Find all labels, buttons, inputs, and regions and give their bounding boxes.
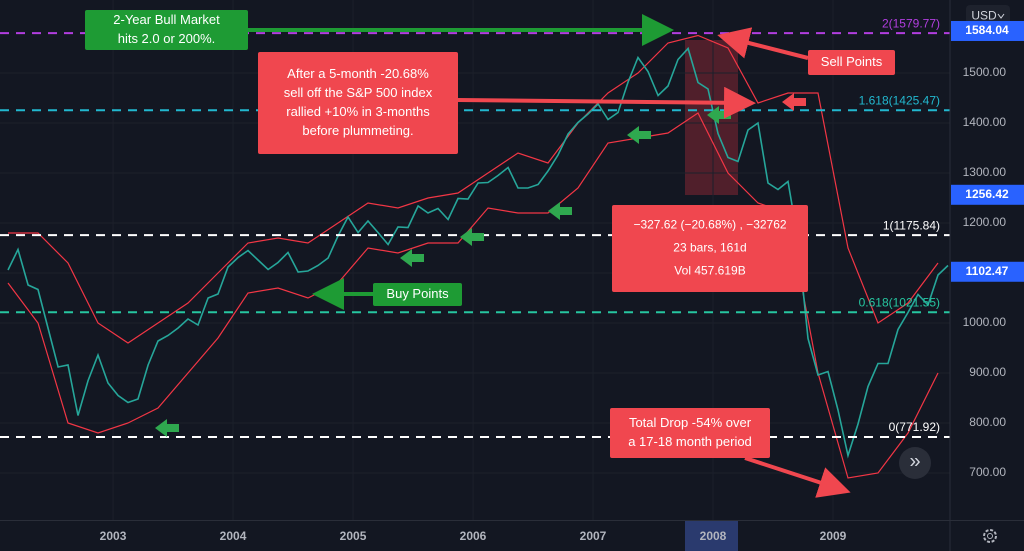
- axis-highlight: [685, 521, 738, 551]
- annotation-text: rallied +10% in 3-months: [286, 104, 430, 119]
- overlay: 2(1579.77) 1.618(1425.47) 1(1175.84) 0.618(…: [0, 10, 950, 498]
- level-label: 0(771.92): [889, 420, 940, 434]
- price-line: [7, 46, 949, 459]
- annotation-arrow: [457, 86, 756, 119]
- point-arrow: [400, 249, 424, 267]
- annotation-box: [85, 10, 248, 50]
- x-tick-label: 2007: [580, 529, 607, 543]
- price-tag: [951, 261, 1024, 282]
- x-tick-label: 2009: [820, 529, 847, 543]
- point-arrow: [155, 419, 179, 437]
- annotation-text: 2-Year Bull Market: [113, 12, 220, 27]
- y-tick-label: 1500.00: [963, 65, 1007, 79]
- annotation-text: Buy Points: [386, 286, 449, 301]
- annotation-text: hits 2.0 or 200%.: [118, 31, 216, 46]
- level-label: 1(1175.84): [883, 218, 940, 232]
- y-tick-label: 1300.00: [963, 165, 1007, 179]
- y-tick-label: 700.00: [969, 465, 1006, 479]
- level-label: 0.618(1021.55): [859, 295, 940, 309]
- dropdown-icon[interactable]: [997, 13, 1005, 19]
- x-tick-label: 2008: [700, 529, 727, 543]
- y-tick-label: 1000.00: [963, 315, 1007, 329]
- level-label: 2(1579.77): [882, 16, 940, 30]
- annotation-box: [610, 408, 770, 458]
- level-label: 1.618(1425.47): [859, 93, 940, 107]
- annotation-text: After a 5-month -20.68%: [287, 66, 429, 81]
- settings-icon[interactable]: [983, 529, 997, 543]
- scroll-button[interactable]: [899, 447, 931, 479]
- y-tick-label: 1400.00: [963, 115, 1007, 129]
- annotation-text: Sell Points: [821, 54, 883, 69]
- price-tag-label: 1584.04: [965, 23, 1009, 37]
- annotation-text: Vol 457.619B: [674, 264, 745, 278]
- annotation-arrow: [717, 27, 809, 60]
- x-tick-label: 2003: [100, 529, 127, 543]
- annotation-text: 23 bars, 161d: [673, 241, 746, 255]
- grid: [0, 0, 950, 520]
- point-arrow: [460, 228, 484, 246]
- x-tick-label: 2005: [340, 529, 367, 543]
- point-arrow: [548, 202, 572, 220]
- x-tick-label: 2004: [220, 529, 247, 543]
- annotation-text: a 17-18 month period: [628, 434, 752, 449]
- price-tag-label: 1102.47: [966, 264, 1009, 278]
- annotation-arrow: [744, 456, 851, 498]
- price-tag: [951, 184, 1024, 205]
- annotation-box: [612, 205, 808, 292]
- price-tag: [951, 20, 1024, 41]
- point-arrow: [707, 106, 731, 124]
- annotation-box: [258, 52, 458, 154]
- y-tick-label: 800.00: [969, 415, 1006, 429]
- band-line: [8, 34, 939, 344]
- x-tick-label: 2006: [460, 529, 487, 543]
- y-tick-label: 900.00: [969, 365, 1006, 379]
- point-arrow: [782, 93, 806, 111]
- annotation-box: [373, 283, 462, 306]
- y-tick-label: 1200.00: [963, 215, 1007, 229]
- point-arrow: [627, 126, 651, 144]
- annotation-text: −327.62 (−20.68%) , −32762: [633, 218, 786, 232]
- annotation-text: sell off the S&P 500 index: [284, 85, 433, 100]
- scroll-label[interactable]: »: [909, 450, 920, 472]
- annotation-text: before plummeting.: [302, 123, 413, 138]
- currency-label[interactable]: USD: [971, 9, 997, 23]
- annotation-text: Total Drop -54% over: [629, 415, 752, 430]
- price-tag-label: 1256.42: [965, 187, 1009, 201]
- annotation-box: [808, 50, 895, 75]
